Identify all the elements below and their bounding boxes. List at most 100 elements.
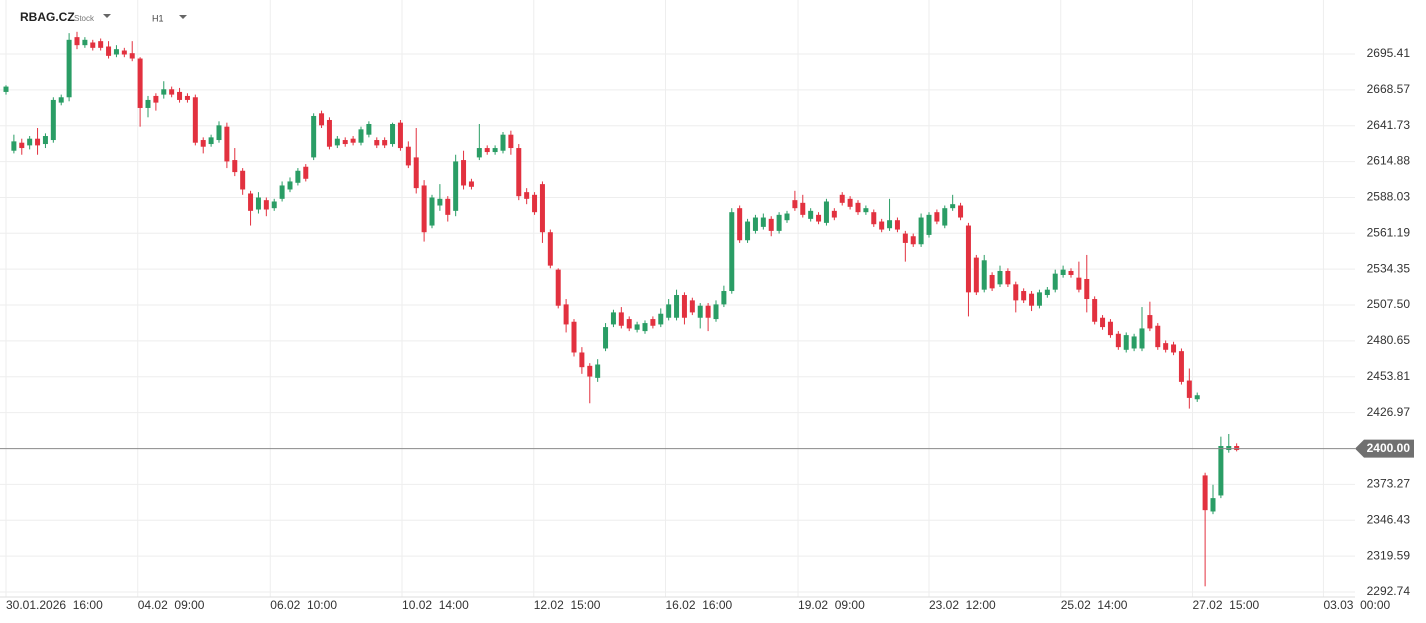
- candle-body: [248, 193, 254, 211]
- candle-body: [808, 210, 814, 219]
- candle-body: [800, 202, 806, 215]
- candle-body: [958, 205, 964, 218]
- candle-body: [492, 148, 498, 153]
- candle-body: [279, 185, 285, 199]
- candle-body: [374, 140, 380, 146]
- candle-body: [121, 50, 127, 55]
- candle-body: [1171, 344, 1177, 353]
- symbol-dropdown[interactable]: [103, 14, 111, 18]
- candle-body: [484, 148, 490, 153]
- current-price-tag: [1355, 439, 1414, 458]
- candle-body: [161, 89, 167, 95]
- x-tick-label: 12.02 15:00: [534, 598, 601, 612]
- y-tick-label: 2480.65: [1367, 333, 1411, 347]
- candle-body: [113, 49, 119, 55]
- candle-body: [1147, 315, 1153, 329]
- candle-body: [342, 140, 348, 145]
- candle-body: [1131, 336, 1137, 349]
- x-tick-label: 10.02 14:00: [402, 598, 469, 612]
- candle-body: [792, 200, 798, 209]
- candle-body: [1178, 351, 1184, 382]
- interval-dropdown[interactable]: [179, 15, 187, 19]
- candle-body: [390, 123, 396, 145]
- toolbar: RBAG.CZ Stock H1: [20, 10, 187, 24]
- candle-body: [177, 91, 183, 100]
- candle-body: [681, 295, 687, 318]
- candle-body: [689, 300, 695, 313]
- candle-body: [524, 192, 530, 199]
- candle-body: [729, 212, 735, 292]
- candle-body: [910, 236, 916, 245]
- candle-body: [847, 198, 853, 207]
- candle-body: [334, 138, 340, 146]
- candle-body: [66, 39, 72, 98]
- x-tick-label: 03.03 00:00: [1323, 598, 1390, 612]
- candle-body: [216, 125, 222, 141]
- candle-body: [650, 319, 656, 326]
- candle-body: [224, 126, 230, 162]
- candle-body: [674, 295, 680, 318]
- candle-body: [208, 137, 214, 145]
- candle-body: [603, 327, 609, 349]
- y-tick-label: 2453.81: [1367, 369, 1411, 383]
- candle-body: [547, 232, 553, 266]
- x-tick-label: 30.01.2026 16:00: [6, 598, 103, 612]
- symbol[interactable]: RBAG.CZ: [20, 10, 75, 24]
- y-tick-label: 2507.50: [1367, 297, 1411, 311]
- candle-body: [11, 141, 17, 151]
- candle-body: [1194, 395, 1200, 400]
- candle-body: [776, 214, 782, 231]
- candle-body: [397, 122, 403, 149]
- candle-body: [737, 208, 743, 241]
- candle-body: [358, 129, 364, 143]
- candle-body: [1076, 277, 1082, 290]
- interval[interactable]: H1: [152, 13, 164, 23]
- candle-body: [926, 214, 932, 235]
- candle-body: [989, 274, 995, 289]
- candle-body: [192, 97, 198, 143]
- y-tick-label: 2668.57: [1367, 82, 1411, 96]
- candle-body: [35, 138, 41, 146]
- candle-body: [453, 161, 459, 211]
- candle-body: [413, 157, 419, 189]
- x-tick-label: 19.02 09:00: [798, 598, 865, 612]
- candle-body: [1021, 291, 1027, 301]
- candle-body: [918, 217, 924, 245]
- y-tick-label: 2695.41: [1367, 46, 1411, 60]
- candle-body: [295, 170, 301, 183]
- candle-body: [350, 138, 356, 143]
- candle-body: [997, 270, 1003, 285]
- candle-body: [145, 99, 151, 108]
- candle-body: [19, 142, 25, 149]
- candle-body: [634, 324, 640, 330]
- candle-body: [563, 304, 569, 325]
- candle-body: [1202, 475, 1208, 511]
- candle-body: [721, 291, 727, 305]
- candle-body: [1155, 325, 1161, 348]
- y-tick-label: 2346.43: [1367, 512, 1411, 526]
- candle-body: [1115, 333, 1121, 348]
- candle-body: [1052, 273, 1058, 290]
- candle-body: [445, 198, 451, 215]
- current-price-label: 2400.00: [1367, 441, 1411, 455]
- candle-body: [934, 212, 940, 222]
- candle-body: [571, 321, 577, 353]
- candle-body: [366, 123, 372, 135]
- candle-body: [1005, 270, 1011, 285]
- candle-body: [950, 204, 956, 209]
- candle-body: [1036, 292, 1042, 306]
- candle-body: [1139, 328, 1145, 349]
- candle-body: [3, 86, 9, 92]
- y-tick-label: 2373.27: [1367, 477, 1411, 491]
- candle-body: [595, 364, 601, 378]
- candle-body: [169, 89, 175, 95]
- candle-body: [405, 146, 411, 166]
- candle-body: [768, 218, 774, 231]
- candle-body: [271, 201, 277, 209]
- candle-body: [508, 134, 514, 149]
- candle-body: [50, 99, 56, 141]
- candle-body: [42, 136, 48, 145]
- candle-body: [476, 148, 482, 158]
- candle-body: [618, 312, 624, 326]
- candle-body: [816, 214, 822, 222]
